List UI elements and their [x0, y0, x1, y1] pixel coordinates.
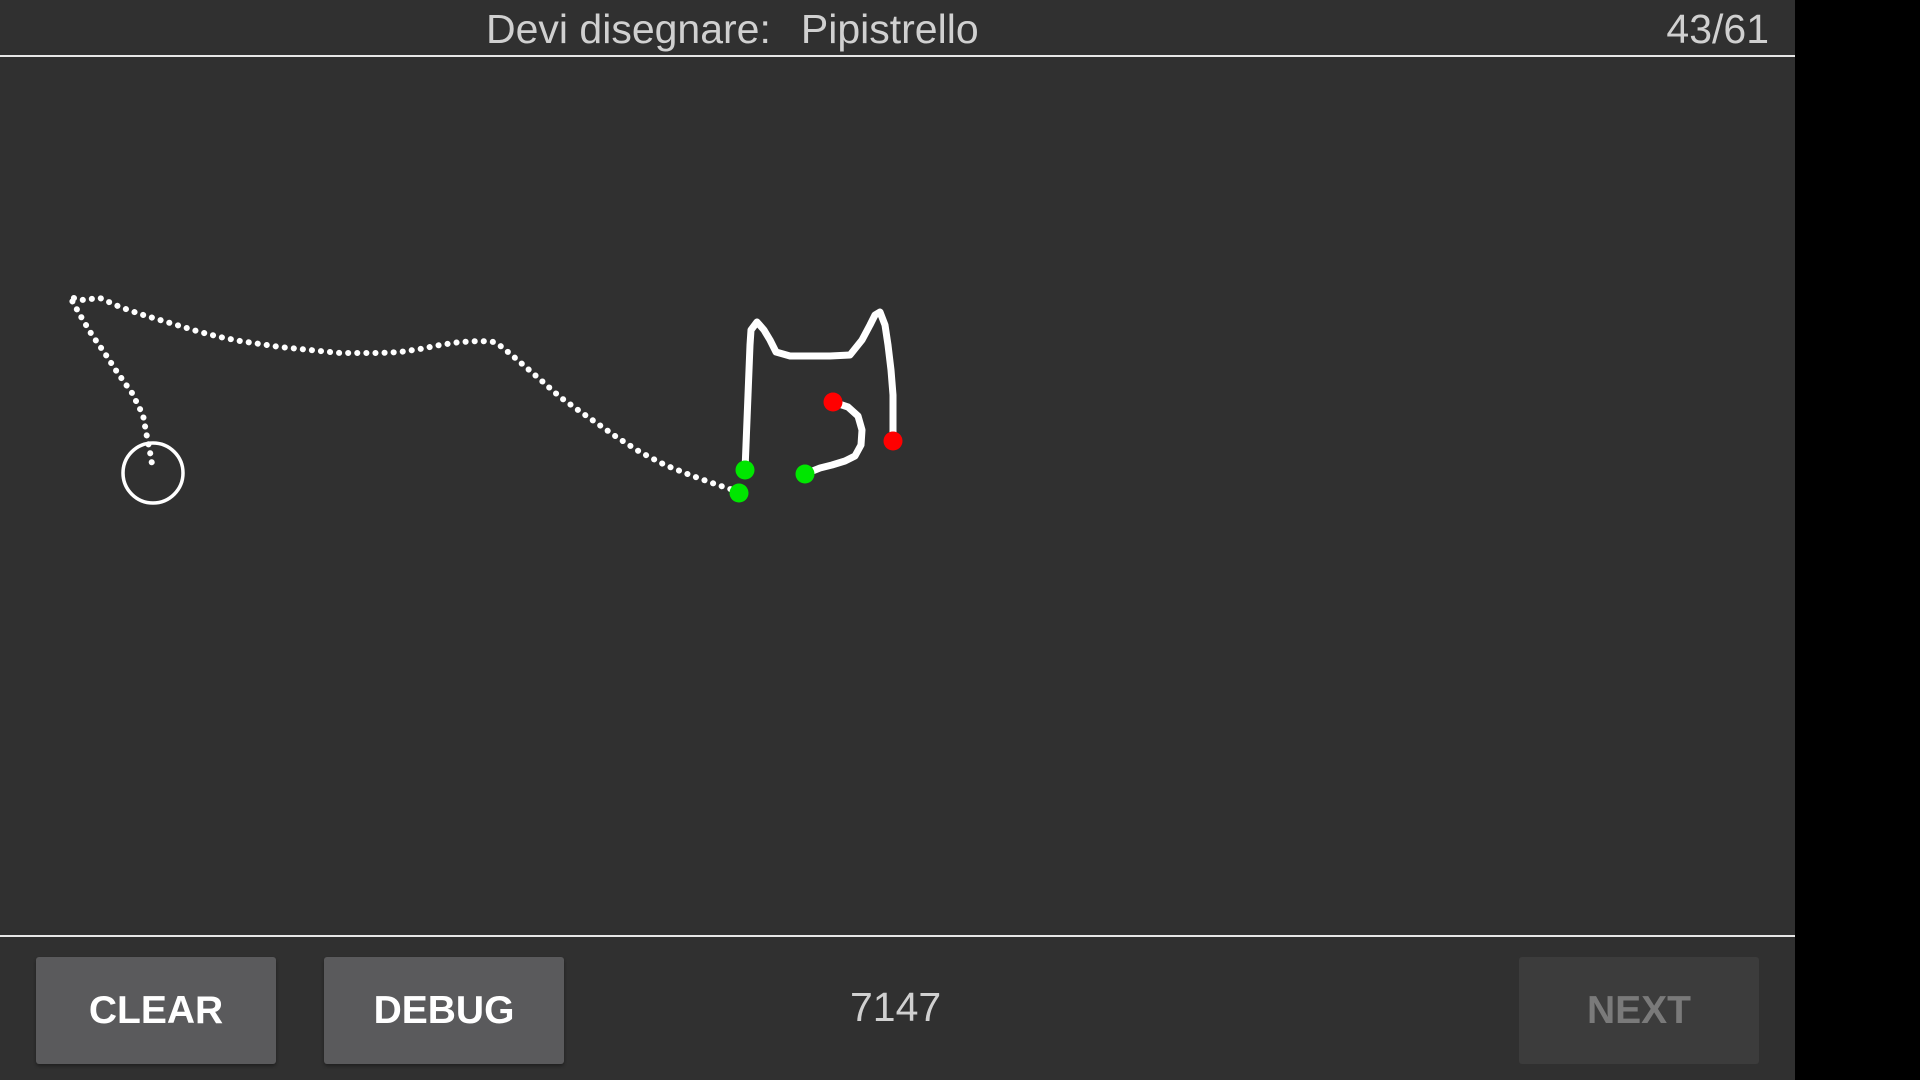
app-screen: Devi disegnare: Pipistrello 43/61 CLEAR D…: [0, 0, 1795, 1080]
stroke-start-marker: [729, 483, 749, 503]
cursor-ring-icon: [121, 441, 185, 505]
score-value: 7147: [850, 984, 942, 1030]
stroke-end-marker: [823, 392, 843, 412]
right-black-strip: [1795, 0, 1920, 1080]
clear-button[interactable]: CLEAR: [36, 957, 276, 1064]
debug-button[interactable]: DEBUG: [324, 957, 564, 1064]
drawn-stroke: [741, 308, 897, 474]
drawing-prompt: Devi disegnare: Pipistrello: [486, 6, 979, 53]
next-button[interactable]: NEXT: [1519, 957, 1759, 1064]
drawn-stroke: [67, 294, 742, 495]
drawn-stroke: [801, 398, 866, 478]
stroke-end-marker: [883, 431, 903, 451]
drawing-canvas[interactable]: [0, 57, 1795, 935]
bottom-bar: CLEAR DEBUG 7147 NEXT: [0, 935, 1795, 1080]
prompt-label: Devi disegnare:: [486, 6, 771, 52]
stroke-start-marker: [795, 464, 815, 484]
drawing-surface[interactable]: [0, 57, 1795, 935]
progress-counter: 43/61: [1666, 6, 1769, 52]
stroke-start-marker: [735, 460, 755, 480]
header-bar: Devi disegnare: Pipistrello 43/61: [0, 0, 1795, 57]
prompt-word: Pipistrello: [800, 6, 979, 52]
